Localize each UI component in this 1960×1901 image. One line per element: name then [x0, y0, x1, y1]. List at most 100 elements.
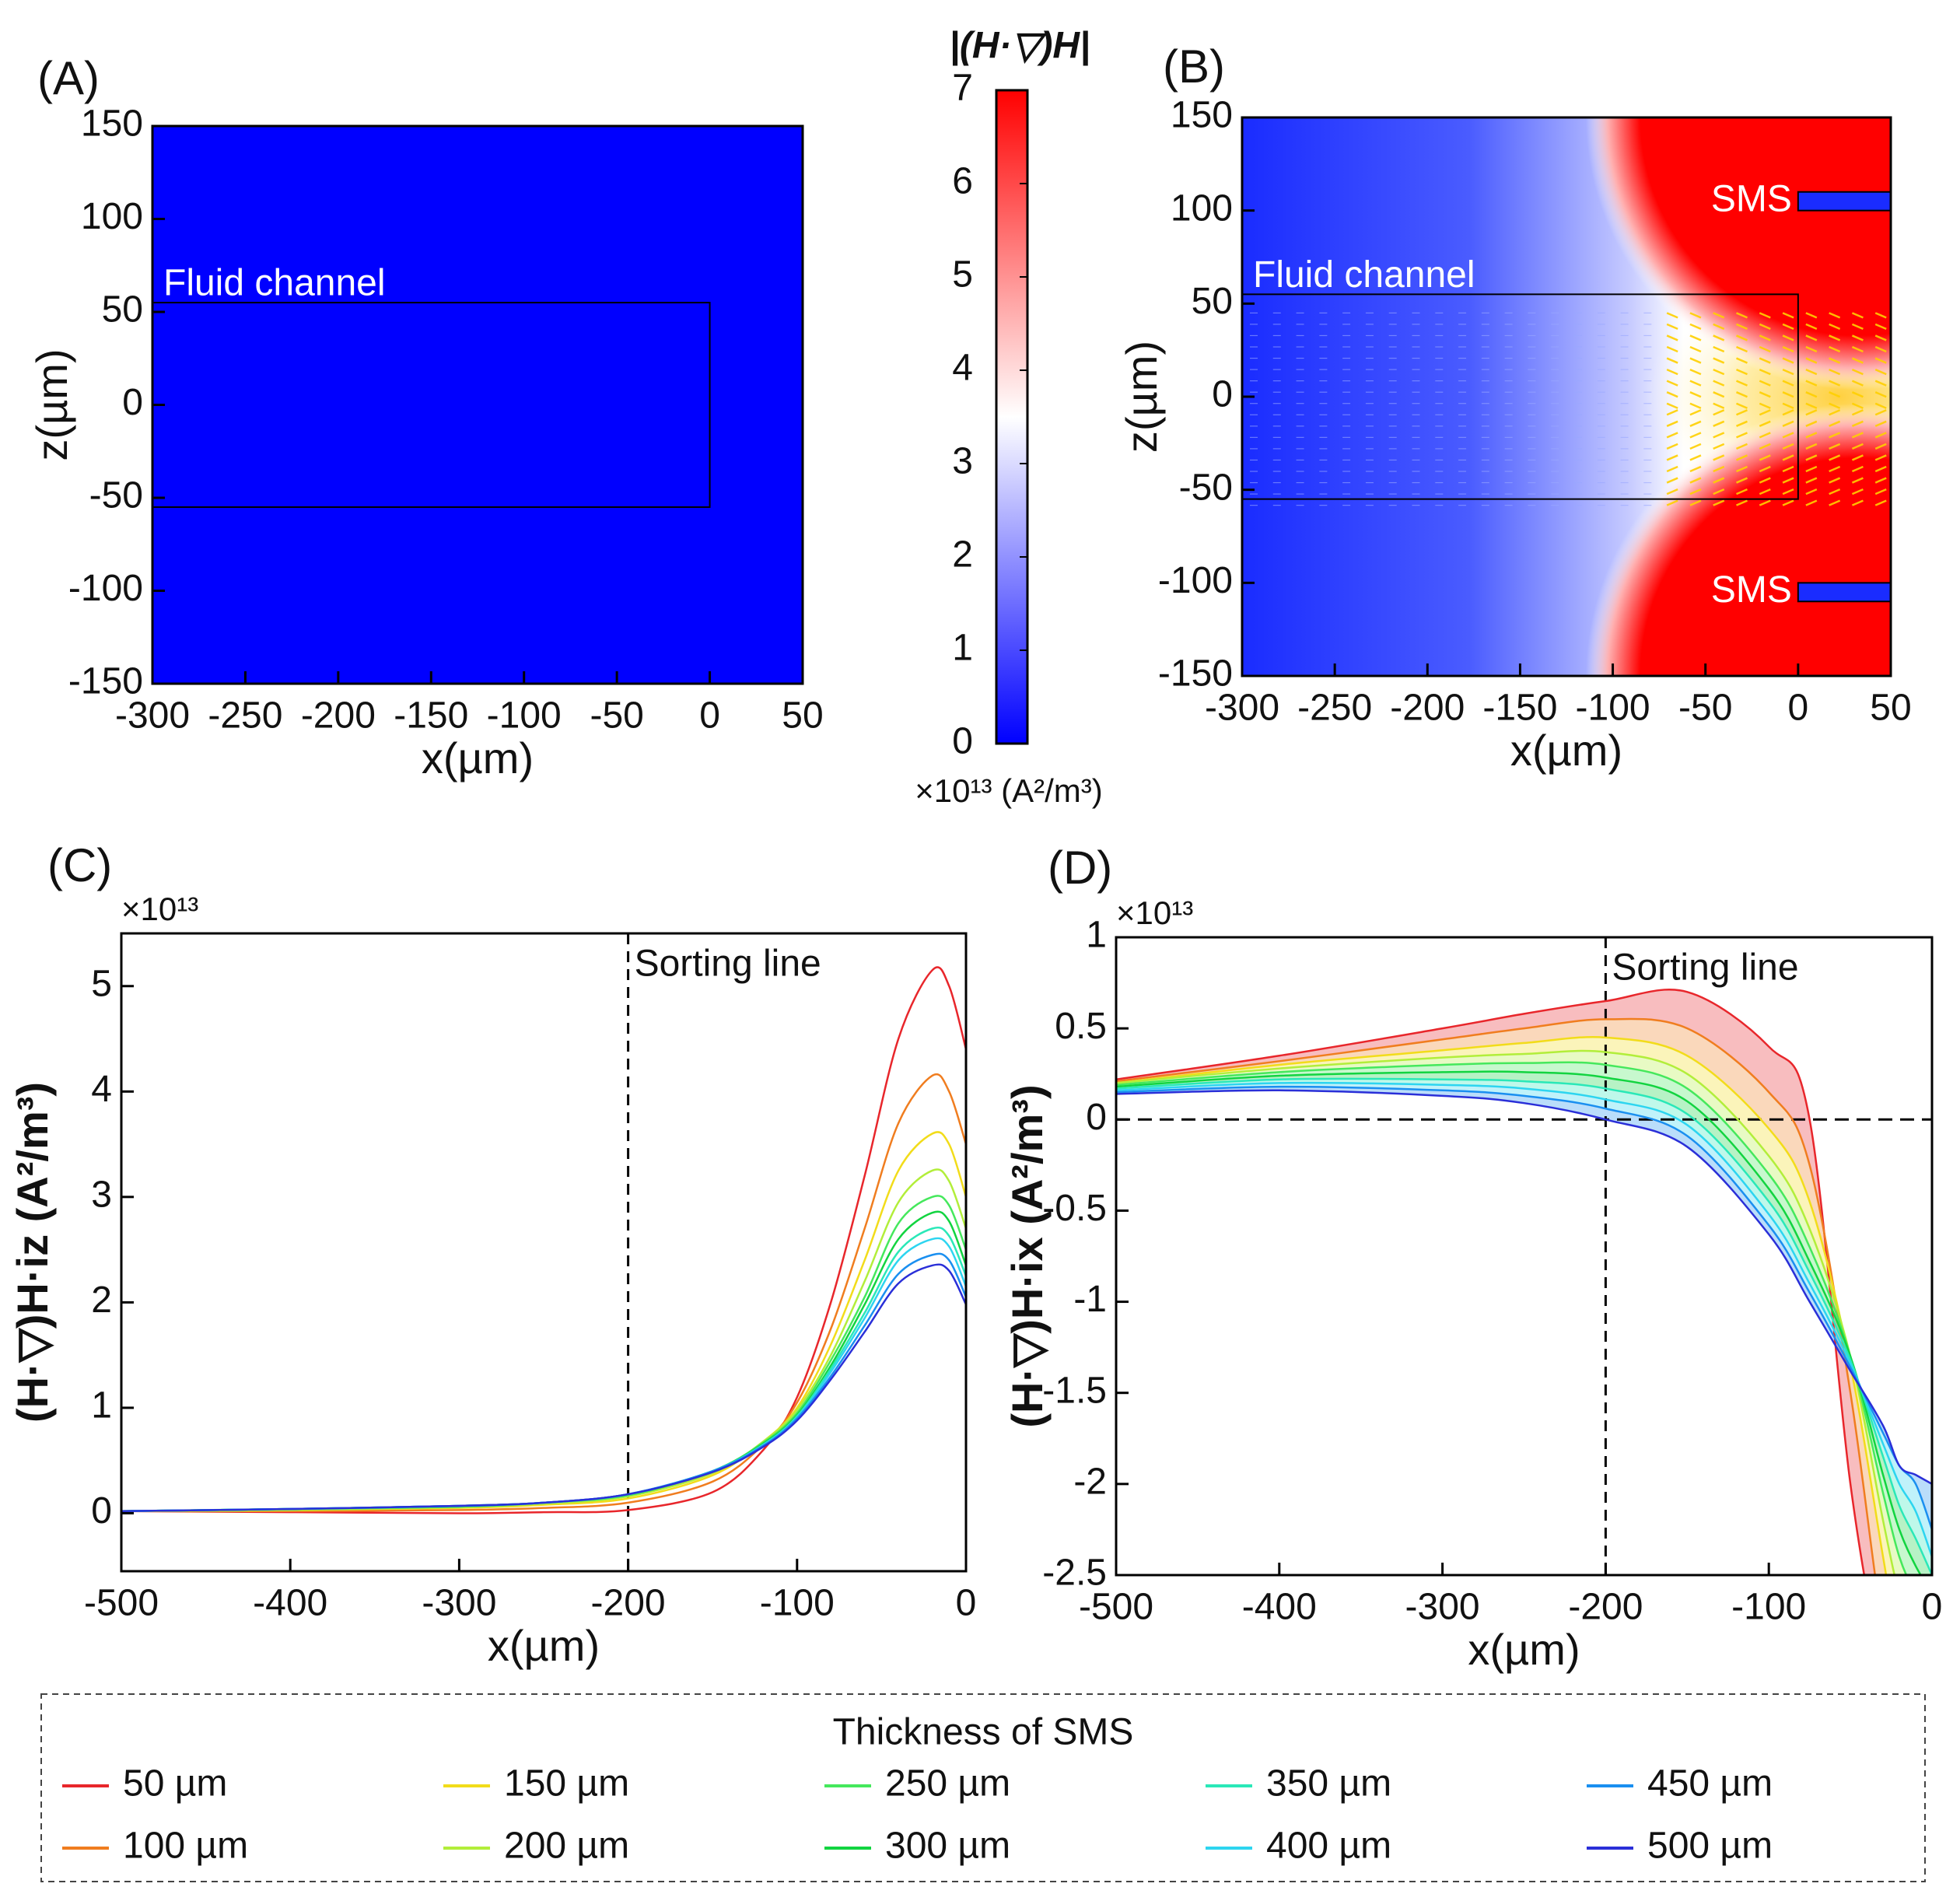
field-arrow [1805, 391, 1818, 398]
field-arrow [1759, 402, 1771, 409]
field-arrow [1874, 420, 1887, 427]
x-tick-label: 0 [956, 1583, 977, 1624]
annotation: Sorting line [635, 943, 821, 985]
field-arrow [1666, 499, 1678, 506]
field-arrow [1782, 402, 1794, 409]
legend-box [40, 1693, 1926, 1882]
series-line [1116, 1017, 1876, 1575]
x-tick-label: 50 [782, 695, 823, 737]
legend-label: 250 µm [885, 1763, 1010, 1805]
field-arrow [1736, 391, 1748, 398]
field-arrow [1805, 323, 1818, 331]
colorbar-tick-label: 3 [952, 441, 973, 482]
field-arrow [1851, 368, 1864, 376]
field-arrow [1851, 312, 1864, 319]
field-arrow [1782, 465, 1794, 473]
y-tick-label: 3 [91, 1175, 112, 1216]
y-multiplier: ×10¹³ [121, 891, 198, 927]
field-arrow [1759, 488, 1771, 495]
field-arrow [1829, 477, 1841, 484]
field-arrow [1689, 312, 1702, 319]
field-arrow [1736, 380, 1748, 387]
field-arrow [1666, 368, 1678, 376]
field-arrow [1736, 432, 1748, 439]
series-line [1116, 1089, 1932, 1485]
x-tick-label: -200 [301, 695, 376, 737]
series-line [1116, 1070, 1922, 1575]
field-arrow [1829, 345, 1841, 353]
field-arrow [1805, 409, 1818, 416]
x-tick-label: -150 [1482, 688, 1557, 729]
x-tick-label: -150 [394, 695, 468, 737]
field-arrow [1689, 420, 1702, 427]
y-tick-label: 150 [81, 103, 143, 145]
field-arrow [1782, 323, 1794, 331]
y-tick-label: -100 [68, 568, 143, 609]
x-tick-label: 0 [1788, 688, 1809, 729]
field-arrow [1713, 465, 1725, 473]
x-tick-label: -500 [1079, 1587, 1153, 1628]
field-arrow [1759, 312, 1771, 319]
series-line [121, 966, 966, 1514]
field-arrow [1713, 402, 1725, 409]
field-arrow [1666, 357, 1678, 364]
y-tick-label: -2 [1073, 1462, 1107, 1503]
field-arrow [1736, 465, 1748, 473]
colorbar-tick-label: 5 [952, 254, 973, 296]
series-line [121, 1210, 966, 1512]
y-tick-label: 0 [1212, 374, 1233, 415]
field-arrow [1759, 380, 1771, 387]
colorbar-tick-label: 7 [952, 68, 973, 109]
field-arrow [1874, 391, 1887, 398]
field-arrow [1851, 391, 1864, 398]
field-arrow [1782, 499, 1794, 506]
field-arrow [1829, 357, 1841, 364]
field-arrow [1805, 499, 1818, 506]
field-arrow [1874, 432, 1887, 439]
y-tick-label: -50 [89, 475, 143, 516]
field-arrow [1713, 432, 1725, 439]
field-arrow [1874, 402, 1887, 409]
x-tick-label: -100 [1731, 1587, 1806, 1628]
field-arrow [1689, 334, 1702, 341]
colorbar-tick-label: 6 [952, 161, 973, 202]
x-axis-label: x(µm) [488, 1621, 600, 1670]
field-arrow [1736, 368, 1748, 376]
field-arrow [1736, 409, 1748, 416]
field-arrow [1736, 323, 1748, 331]
field-arrow [1782, 432, 1794, 439]
colorbar-tick-label: 1 [952, 628, 973, 669]
colorbar [995, 89, 1029, 745]
field-arrow [1689, 323, 1702, 331]
y-tick-label: 50 [102, 289, 143, 331]
series-line [1116, 1077, 1932, 1575]
series-line [1116, 1049, 1896, 1575]
series-line [1116, 1035, 1888, 1575]
field-arrow [1782, 443, 1794, 450]
field-arrow [1736, 443, 1748, 450]
y-tick-label: -150 [68, 661, 143, 702]
sms-label: SMS [1711, 569, 1792, 611]
x-tick-label: -200 [1390, 688, 1465, 729]
field-arrow [1736, 357, 1748, 364]
field-arrow [1713, 323, 1725, 331]
x-tick-label: 0 [699, 695, 720, 737]
plot-area [1116, 937, 1932, 1575]
field-arrow [1829, 454, 1841, 461]
field-arrow [1805, 454, 1818, 461]
field-arrow [1782, 334, 1794, 341]
field-arrow [1782, 454, 1794, 461]
field-arrow [1713, 345, 1725, 353]
field-arrow [1689, 465, 1702, 473]
legend-label: 200 µm [504, 1826, 629, 1867]
series-line [1116, 1081, 1932, 1557]
field-arrow [1759, 345, 1771, 353]
heatmap-fill [152, 126, 803, 684]
field-arrow [1805, 443, 1818, 450]
x-tick-label: -100 [487, 695, 562, 737]
field-arrow [1666, 334, 1678, 341]
x-tick-label: -250 [1297, 688, 1372, 729]
field-arrow [1851, 488, 1864, 495]
field-arrow [1713, 334, 1725, 341]
